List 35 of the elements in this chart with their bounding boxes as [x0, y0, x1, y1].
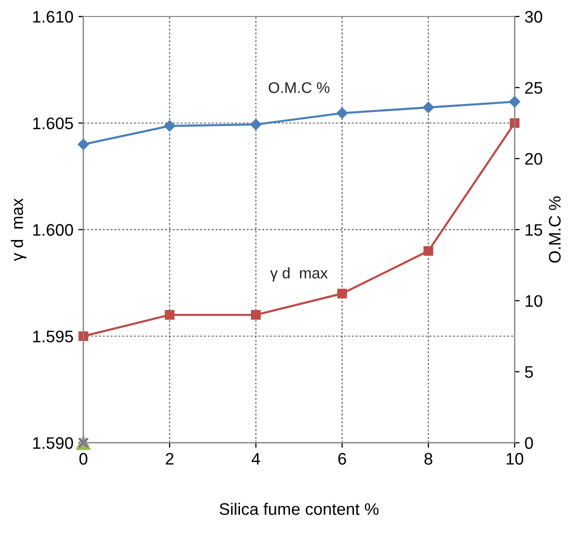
point	[336, 108, 348, 119]
x-tick-label: 2	[166, 452, 174, 465]
point	[164, 120, 176, 132]
point	[337, 288, 347, 298]
x-axis-title: Silica fume content %	[220, 502, 379, 515]
y-tick-label: 1.590	[33, 437, 74, 449]
series-label: O.M.C %	[268, 82, 330, 94]
x-tick-label: 0	[79, 452, 88, 465]
x-tick-label: 6	[338, 452, 346, 465]
x-tick-label: 10	[506, 452, 524, 465]
point	[78, 331, 88, 342]
y-tick-label: 1.600	[33, 224, 74, 236]
x-tick-label: 8	[424, 452, 432, 465]
point	[250, 118, 262, 130]
y2-tick-label: 5	[525, 366, 533, 378]
y-tick-label: 1.610	[33, 10, 74, 23]
y-axis-title: γ d max	[10, 198, 26, 262]
y2-tick-label: 15	[526, 224, 542, 236]
y2-tick-label: 25	[525, 82, 542, 94]
point	[424, 246, 434, 256]
y2-tick-label: 10	[526, 295, 542, 307]
y-tick-label: 1.595	[33, 330, 73, 342]
x-tick-label: 4	[252, 453, 260, 465]
point	[422, 102, 434, 114]
point	[251, 310, 261, 320]
y-tick-label: 1.605	[33, 117, 73, 130]
point	[164, 310, 174, 320]
point	[78, 138, 89, 150]
point	[510, 118, 520, 128]
y2-axis-title: O.M.C %	[548, 196, 561, 263]
point	[509, 96, 520, 108]
y2-tick-label: 0	[525, 437, 533, 449]
y2-tick-label: 20	[525, 152, 542, 165]
series-label: γ d max	[270, 267, 328, 282]
y2-tick-label: 30	[524, 10, 542, 23]
